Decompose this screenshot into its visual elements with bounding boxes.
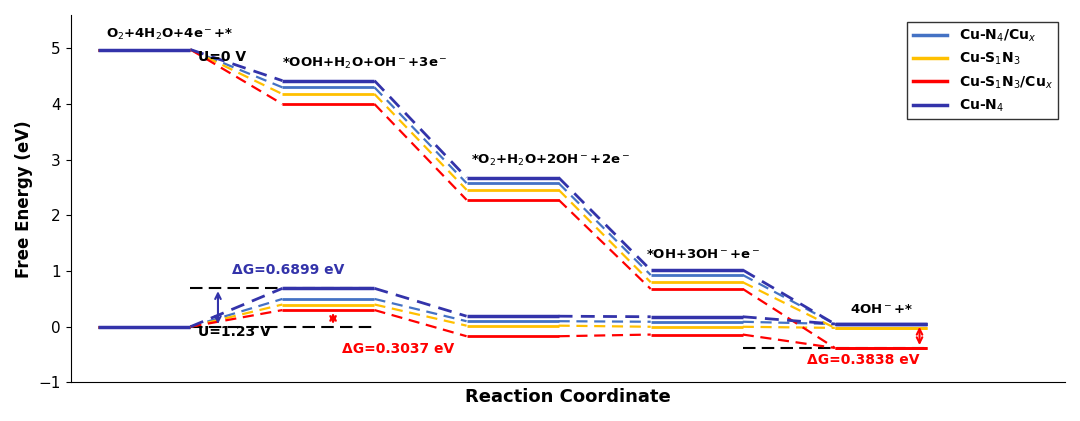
Y-axis label: Free Energy (eV): Free Energy (eV) — [15, 120, 33, 277]
Legend: Cu-N$_4$/Cu$_x$, Cu-S$_1$N$_3$, Cu-S$_1$N$_3$/Cu$_x$, Cu-N$_4$: Cu-N$_4$/Cu$_x$, Cu-S$_1$N$_3$, Cu-S$_1$… — [907, 22, 1058, 120]
Text: U=1.23 V: U=1.23 V — [198, 325, 271, 339]
Text: O$_2$+4H$_2$O+4e$^-$+*: O$_2$+4H$_2$O+4e$^-$+* — [106, 27, 233, 42]
Text: ΔG=0.3838 eV: ΔG=0.3838 eV — [807, 353, 920, 367]
Text: 4OH$^-$+*: 4OH$^-$+* — [850, 303, 913, 316]
Text: *O$_2$+H$_2$O+2OH$^-$+2e$^-$: *O$_2$+H$_2$O+2OH$^-$+2e$^-$ — [471, 153, 630, 168]
X-axis label: Reaction Coordinate: Reaction Coordinate — [465, 388, 671, 406]
Text: *OOH+H$_2$O+OH$^-$+3e$^-$: *OOH+H$_2$O+OH$^-$+3e$^-$ — [282, 56, 448, 71]
Text: U=0 V: U=0 V — [198, 50, 246, 64]
Text: ΔG=0.3037 eV: ΔG=0.3037 eV — [342, 342, 455, 356]
Text: ΔG=0.6899 eV: ΔG=0.6899 eV — [232, 263, 345, 277]
Text: *OH+3OH$^-$+e$^-$: *OH+3OH$^-$+e$^-$ — [646, 248, 760, 261]
